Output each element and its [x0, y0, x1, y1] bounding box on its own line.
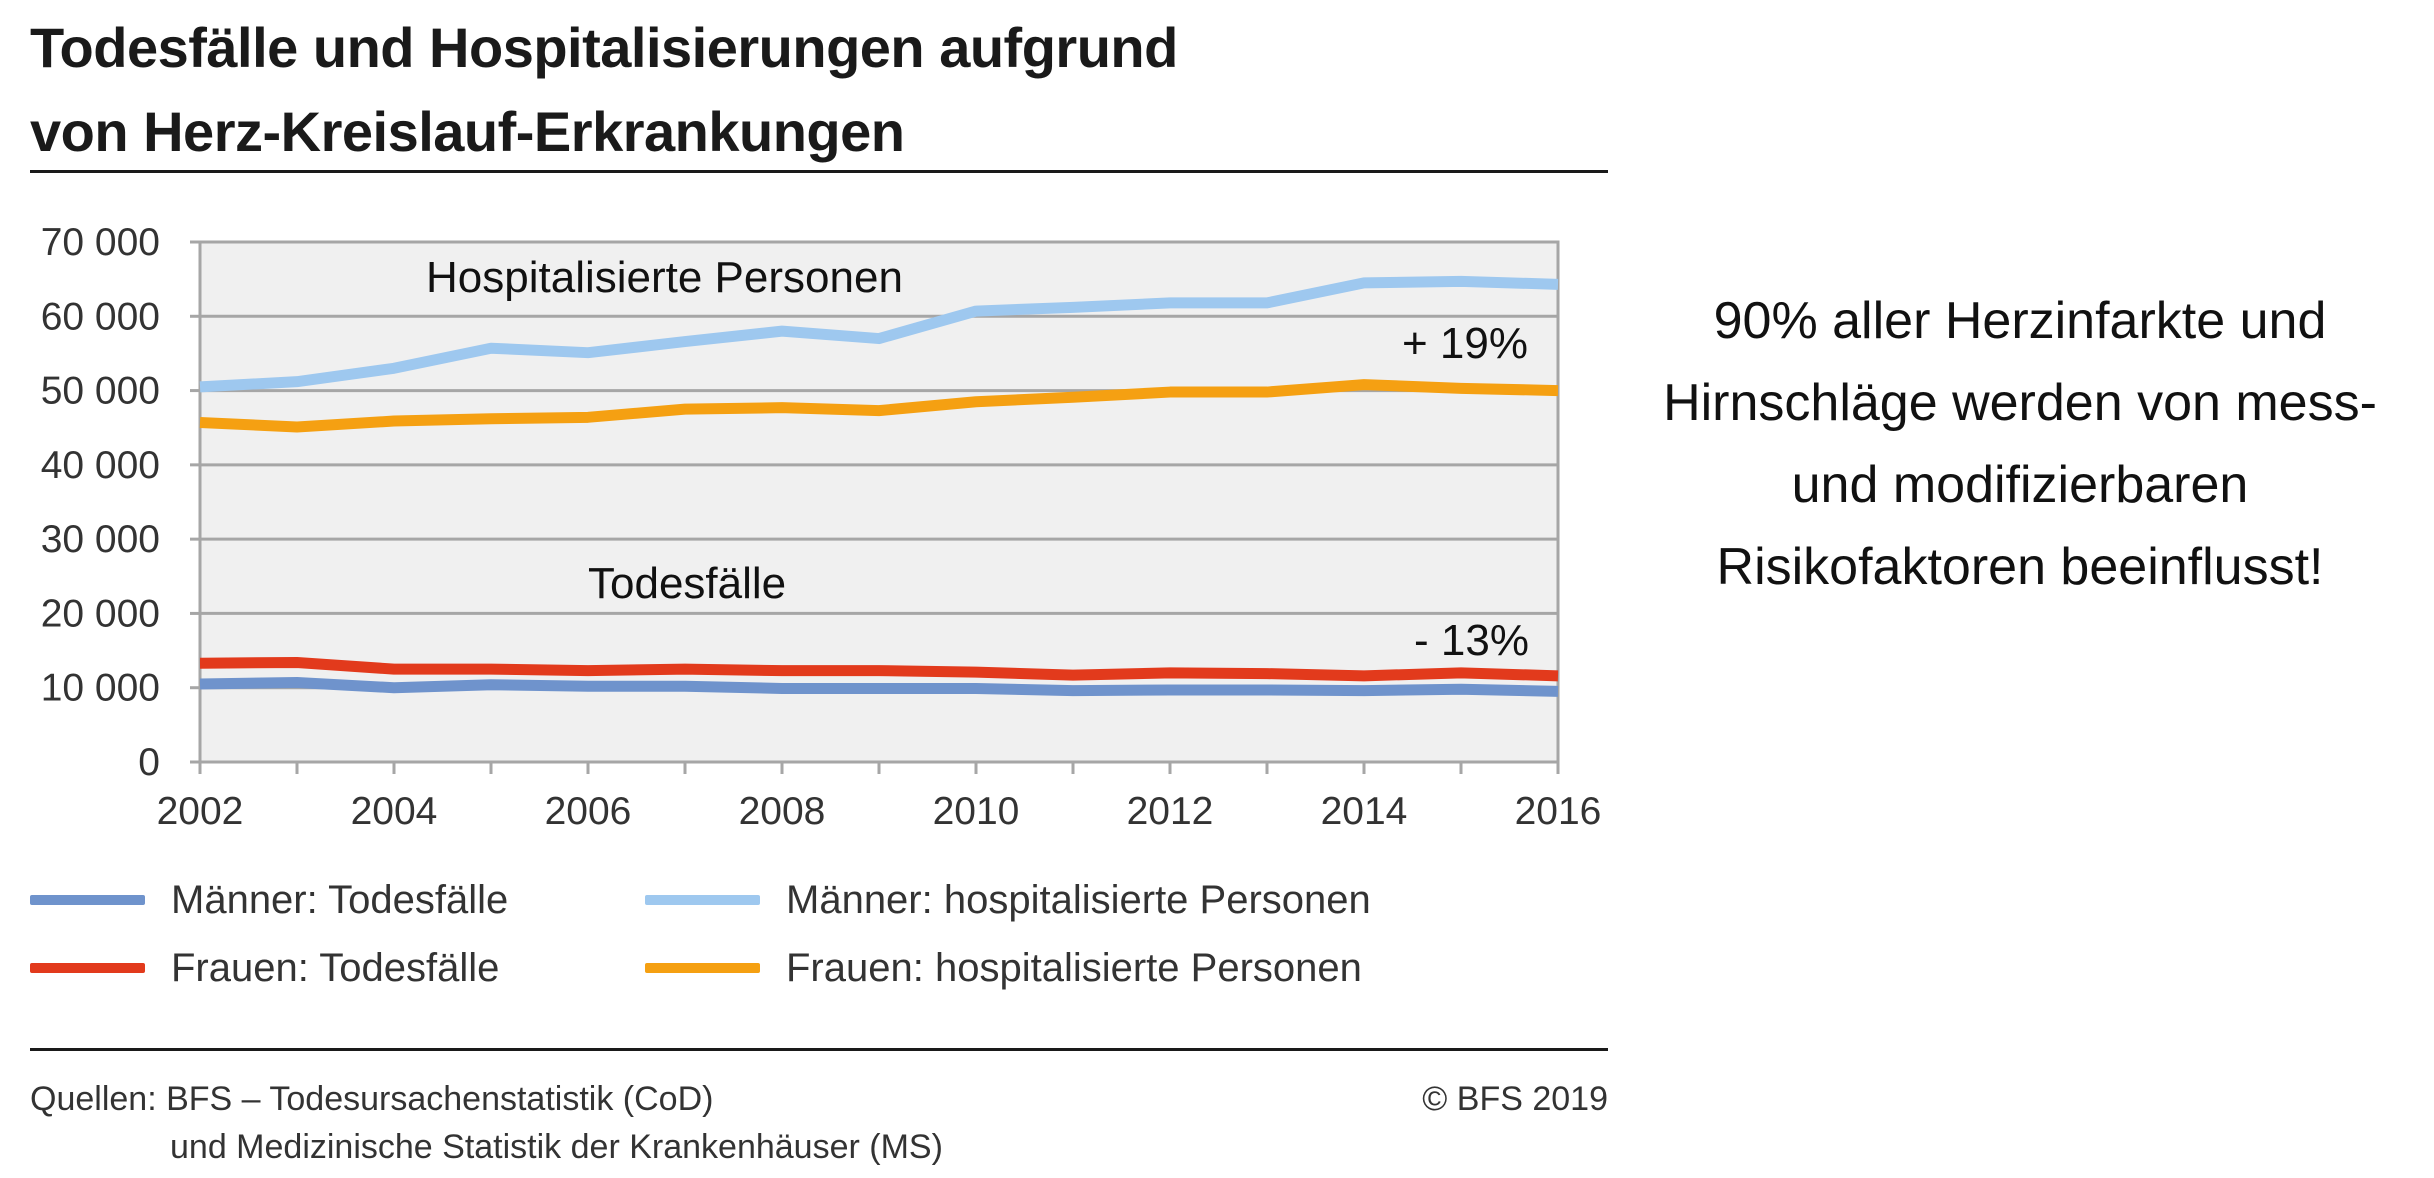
series-lines	[199, 275, 1559, 697]
source-note: Quellen: BFS – Todesursachenstatistik (C…	[30, 1075, 943, 1171]
legend-item-frauen-todesfaelle: Frauen: Todesfälle	[30, 938, 499, 998]
footer-divider	[30, 1048, 1608, 1051]
annotation-hospitalized-label: Hospitalisierte Personen	[426, 253, 903, 302]
legend-label: Frauen: Todesfälle	[171, 945, 500, 990]
title-divider	[30, 170, 1608, 173]
series-line-männer-hospitalisierte-personen	[199, 275, 1559, 393]
copyright: © BFS 2019	[1422, 1080, 1608, 1118]
x-tick-label: 2014	[1321, 790, 1408, 833]
risk-factor-statement: 90% aller Herzinfarkte und Hirnschläge w…	[1663, 292, 2377, 596]
x-axis-ticks: 2002 2004 2006 2008 2010 2012 2014 2016	[157, 790, 1602, 833]
y-tick-label: 10 000	[41, 667, 160, 710]
x-tick-label: 2016	[1515, 790, 1602, 833]
y-tick-label: 0	[138, 741, 160, 784]
annotation-deaths-change: - 13%	[1414, 616, 1529, 665]
legend-label: Männer: Todesfälle	[171, 877, 509, 922]
x-tick-label: 2012	[1127, 790, 1214, 833]
x-tick-label: 2002	[157, 790, 244, 833]
y-tick-label: 30 000	[41, 518, 160, 561]
legend-swatch	[645, 895, 760, 905]
y-axis-ticks: 0 10 000 20 000 30 000 40 000 50 000 60 000 70 …	[41, 221, 160, 784]
chart-legend: Männer: Todesfälle Männer: hospitalisier…	[30, 870, 1590, 1020]
legend-label: Männer: hospitalisierte Personen	[786, 877, 1371, 922]
y-tick-label: 20 000	[41, 592, 160, 635]
series-line-frauen-hospitalisierte-personen	[199, 379, 1559, 433]
x-tick-label: 2004	[351, 790, 438, 833]
source-line-2: und Medizinische Statistik der Krankenhä…	[170, 1128, 943, 1166]
legend-item-maenner-todesfaelle: Männer: Todesfälle	[30, 870, 508, 930]
chart-title: Todesfälle und Hospitalisierungen aufgru…	[30, 6, 1610, 174]
legend-swatch	[30, 895, 145, 905]
legend-swatch	[645, 963, 760, 973]
source-line-1: Quellen: BFS – Todesursachenstatistik (C…	[30, 1080, 714, 1118]
legend-item-frauen-hospitalisierte: Frauen: hospitalisierte Personen	[645, 938, 1362, 998]
y-tick-label: 50 000	[41, 370, 160, 413]
series-line-männer-todesfälle	[199, 677, 1559, 697]
y-tick-label: 70 000	[41, 221, 160, 264]
annotation-deaths-label: Todesfälle	[588, 559, 786, 608]
legend-swatch	[30, 963, 145, 973]
line-chart: 0 10 000 20 000 30 000 40 000 50 000 60 000 70 …	[41, 221, 1602, 833]
legend-item-maenner-hospitalisierte: Männer: hospitalisierte Personen	[645, 870, 1371, 930]
chart-title-line-2: von Herz-Kreislauf-Erkrankungen	[30, 100, 905, 163]
series-line-frauen-todesfälle	[199, 656, 1559, 682]
annotation-hospitalized-change: + 19%	[1402, 319, 1528, 368]
x-tick-label: 2008	[739, 790, 826, 833]
y-tick-label: 40 000	[41, 444, 160, 487]
y-tick-label: 60 000	[41, 295, 160, 338]
chart-title-line-1: Todesfälle und Hospitalisierungen aufgru…	[30, 16, 1178, 79]
x-tick-label: 2006	[545, 790, 632, 833]
x-tick-label: 2010	[933, 790, 1020, 833]
legend-label: Frauen: hospitalisierte Personen	[786, 945, 1362, 990]
